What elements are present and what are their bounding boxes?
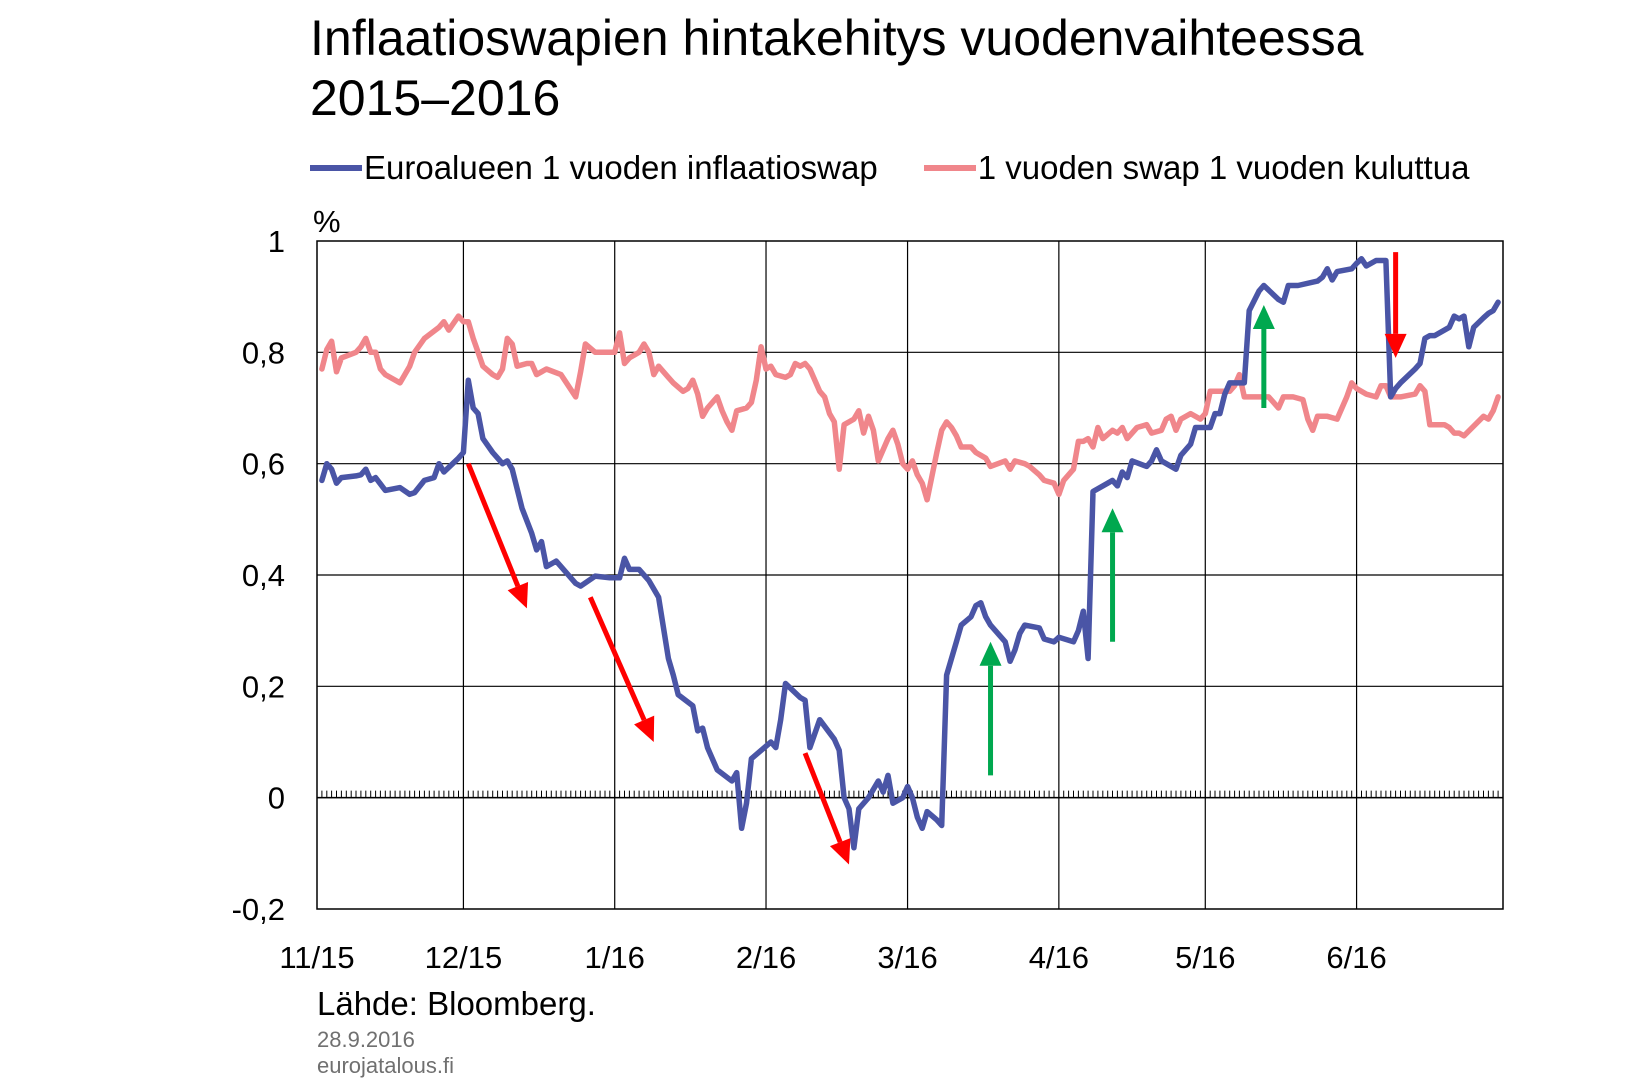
red-arrow-head bbox=[507, 582, 529, 609]
legend-swatch-forward-swap bbox=[923, 165, 976, 171]
y-axis-unit: % bbox=[313, 204, 341, 239]
y-tick-label: 0,4 bbox=[242, 558, 285, 593]
x-tick-label: 4/16 bbox=[1029, 940, 1089, 975]
publish-date: 28.9.2016 bbox=[317, 1027, 415, 1052]
site-name: eurojatalous.fi bbox=[317, 1053, 454, 1078]
y-tick-label: 1 bbox=[268, 224, 285, 259]
y-tick-label: 0,6 bbox=[242, 447, 285, 482]
legend-label-forward-swap: 1 vuoden swap 1 vuoden kuluttua bbox=[977, 149, 1470, 186]
chart-legend: Euroalueen 1 vuoden inflaatioswap 1 vuod… bbox=[310, 144, 1515, 192]
chart-title: Inflaatioswapien hintakehitys vuodenvaih… bbox=[310, 8, 1363, 128]
legend-item-forward-swap: 1 vuoden swap 1 vuoden kuluttua bbox=[923, 149, 1470, 187]
x-tick-label: 2/16 bbox=[736, 940, 796, 975]
source-note: Lähde: Bloomberg. bbox=[317, 985, 596, 1022]
red-arrow-shaft bbox=[802, 752, 843, 844]
series-line-forward-swap bbox=[319, 313, 1501, 503]
green-arrow-head bbox=[1101, 508, 1124, 533]
red-arrow-head bbox=[1384, 333, 1407, 358]
x-tick-label: 3/16 bbox=[877, 940, 937, 975]
x-tick-label: 11/15 bbox=[279, 940, 354, 975]
green-arrow-head bbox=[1252, 305, 1275, 330]
line-chart: 1 0,8 0,6 0,4 0,2 0 -0,2% 11/15 12/15 1/16 2/16 3/1… bbox=[232, 204, 1504, 975]
red-arrow-shaft bbox=[465, 462, 521, 588]
legend-swatch-euro-swap bbox=[310, 165, 362, 171]
y-tick-label: -0,2 bbox=[232, 892, 285, 927]
x-tick-label: 6/16 bbox=[1326, 940, 1386, 975]
red-arrow-shaft bbox=[588, 596, 647, 722]
x-tick-label: 1/16 bbox=[585, 940, 645, 975]
y-tick-label: 0,8 bbox=[242, 335, 285, 370]
x-tick-label: 5/16 bbox=[1175, 940, 1235, 975]
legend-item-euro-swap: Euroalueen 1 vuoden inflaatioswap bbox=[310, 149, 878, 187]
chart-title-line2: 2015–2016 bbox=[310, 70, 561, 126]
y-tick-label: 0 bbox=[268, 781, 285, 816]
red-arrow-head bbox=[829, 838, 851, 865]
legend-label-euro-swap: Euroalueen 1 vuoden inflaatioswap bbox=[364, 149, 878, 186]
series-line-euro-swap bbox=[319, 256, 1501, 851]
green-arrow-head bbox=[979, 641, 1002, 666]
red-arrow-head bbox=[634, 715, 655, 742]
y-tick-label: 0,2 bbox=[242, 669, 285, 704]
chart-title-line1: Inflaatioswapien hintakehitys vuodenvaih… bbox=[310, 10, 1364, 66]
x-tick-label: 12/15 bbox=[425, 940, 503, 975]
